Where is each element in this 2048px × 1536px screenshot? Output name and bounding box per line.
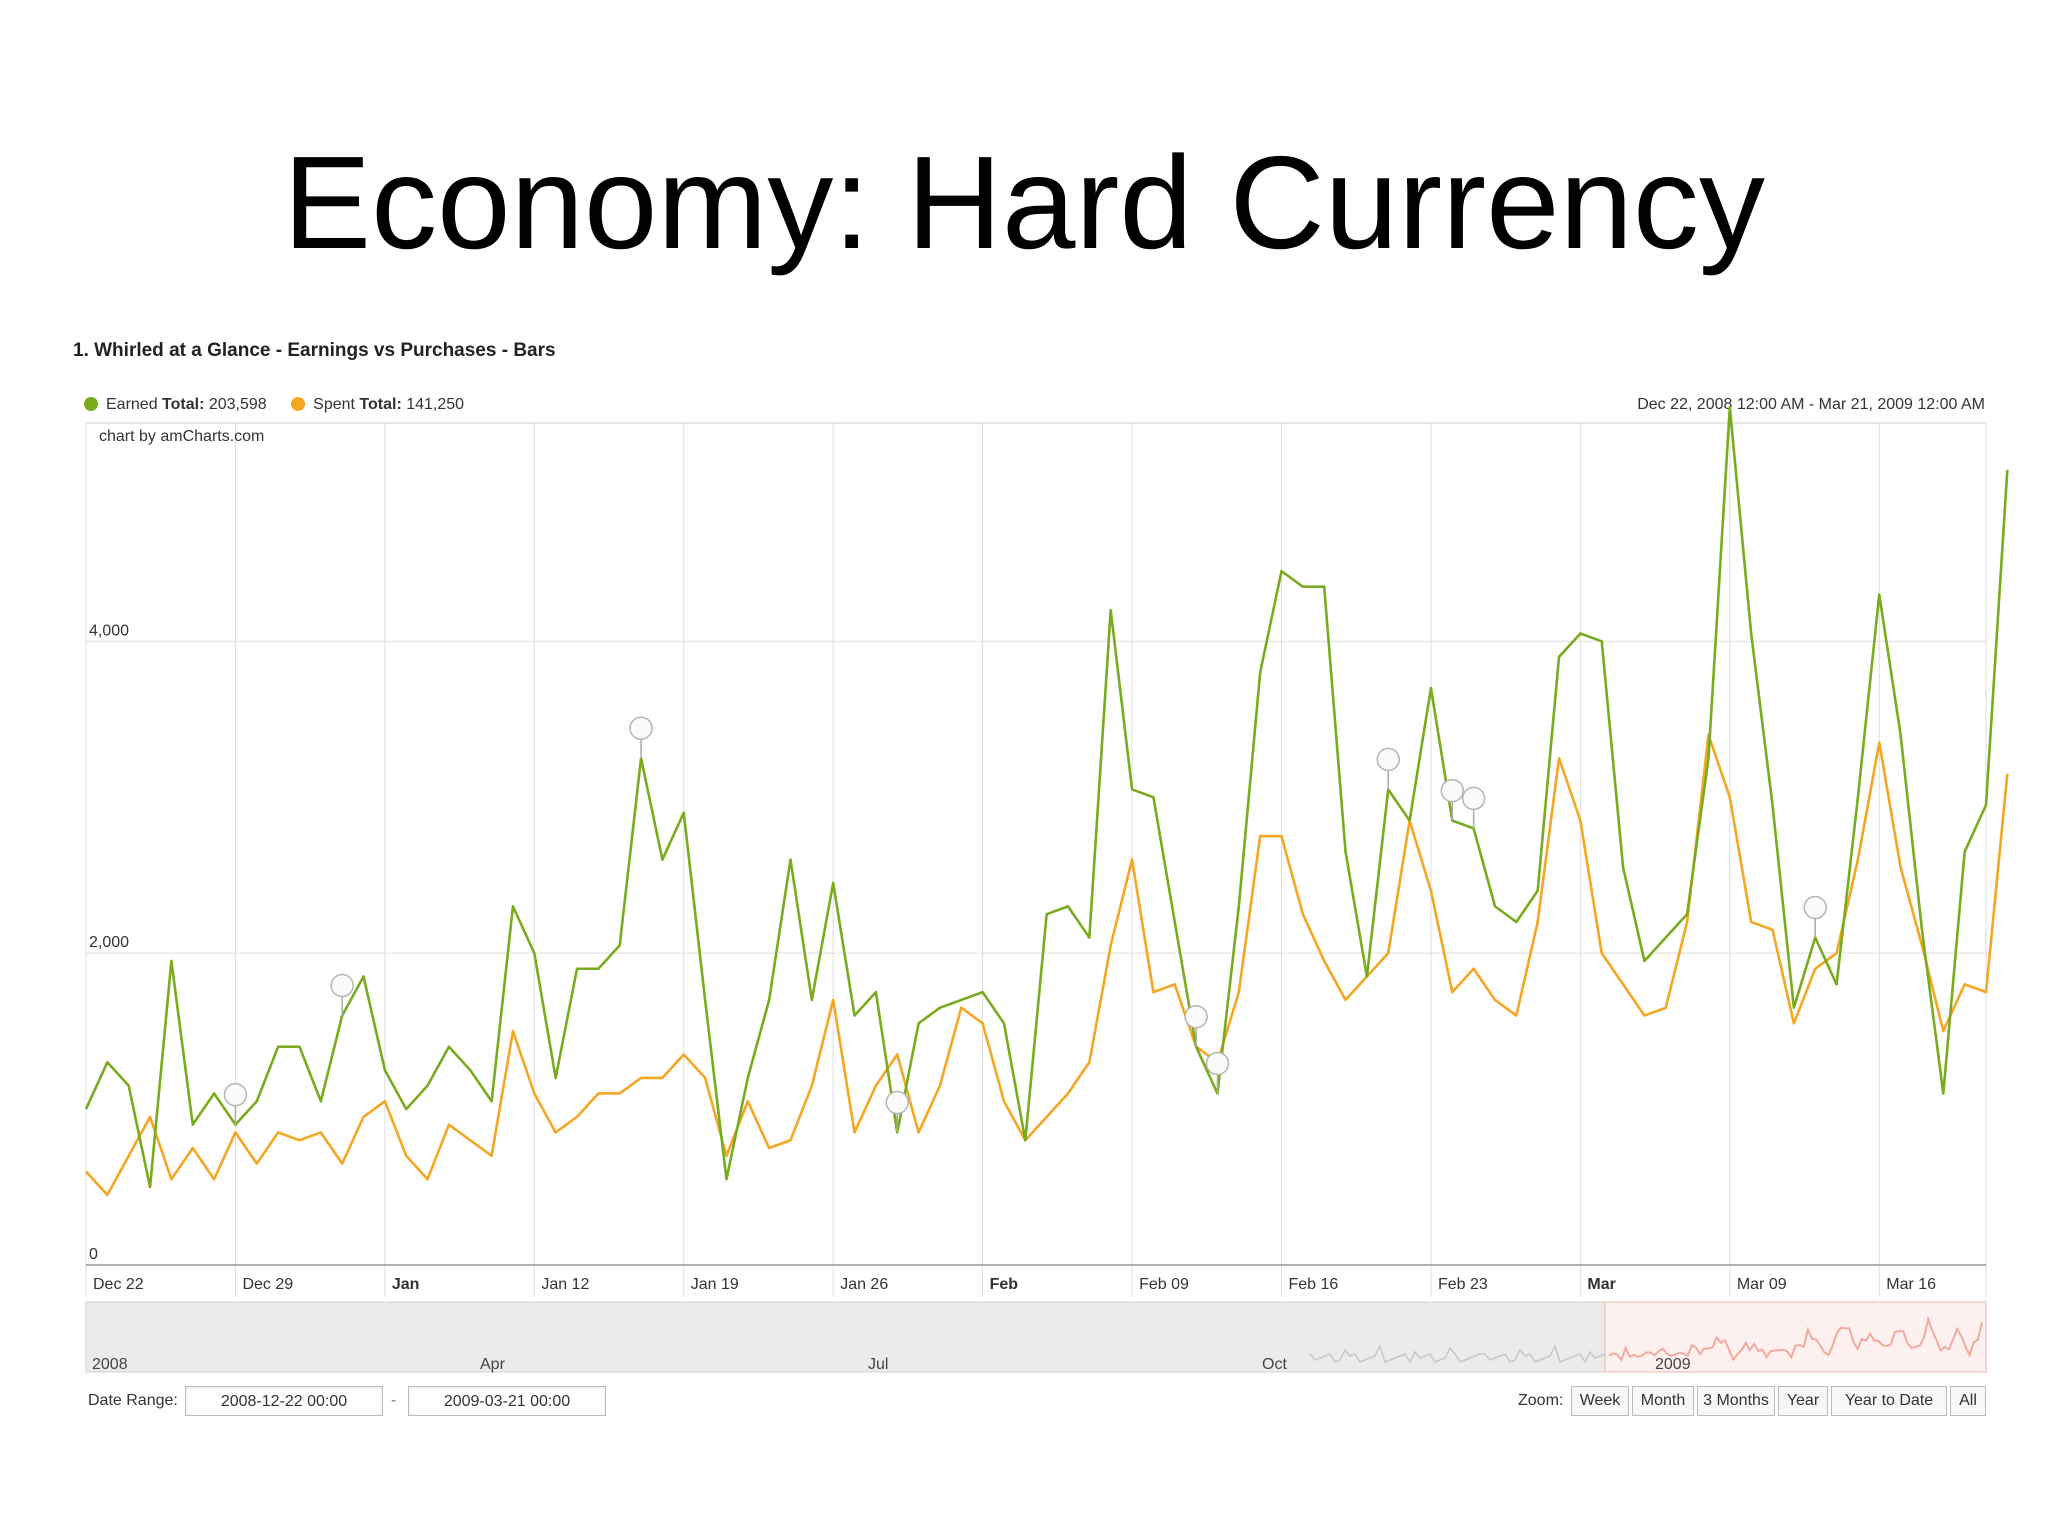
date-to-input[interactable]: 2009-03-21 00:00 — [408, 1386, 606, 1416]
navigator-label: Jul — [868, 1356, 888, 1373]
legend-dot-earned — [84, 397, 98, 411]
legend-name-spent: Spent — [313, 396, 355, 413]
x-tick-label: Feb 09 — [1139, 1276, 1189, 1293]
navigator-label: Oct — [1262, 1356, 1287, 1373]
event-marker[interactable] — [1376, 747, 1400, 772]
date-range-label: Date Range: — [88, 1392, 178, 1409]
x-tick-label: Mar 09 — [1737, 1276, 1787, 1293]
date-from-input[interactable]: 2008-12-22 00:00 — [185, 1386, 383, 1416]
x-tick-label: Dec 22 — [93, 1276, 144, 1293]
zoom-week-button[interactable]: Week — [1571, 1386, 1629, 1416]
event-marker[interactable] — [885, 1090, 909, 1115]
navigator-label: 2009 — [1655, 1356, 1691, 1373]
series-line-spent[interactable] — [85, 733, 2009, 1197]
legend-total-label-spent: Total: — [359, 396, 402, 413]
x-tick-label: Jan — [392, 1276, 420, 1293]
event-marker[interactable] — [1803, 895, 1827, 920]
x-tick-label: Mar 16 — [1886, 1276, 1936, 1293]
zoom-month-button[interactable]: Month — [1632, 1386, 1694, 1416]
navigator-label: 2008 — [92, 1356, 128, 1373]
x-tick-label: Jan 12 — [541, 1276, 589, 1293]
navigator-overview-series — [1608, 1315, 1983, 1362]
legend: Earned Total: 203,598 Spent Total: 141,2… — [84, 396, 484, 414]
chart-header: 1. Whirled at a Glance - Earnings vs Pur… — [73, 340, 556, 361]
x-tick-label: Feb 16 — [1289, 1276, 1339, 1293]
date-separator: - — [391, 1392, 397, 1409]
y-tick-label: 0 — [89, 1246, 98, 1263]
legend-name-earned: Earned — [106, 396, 158, 413]
x-tick-label: Dec 29 — [242, 1276, 293, 1293]
event-marker[interactable] — [223, 1082, 248, 1107]
plot-frame — [85, 422, 1987, 1266]
x-tick-label: Feb — [990, 1276, 1019, 1293]
series-line-earned[interactable] — [84, 406, 2009, 1189]
slide-title: Economy: Hard Currency — [283, 129, 1765, 276]
navigator-overview-grey — [1309, 1344, 1606, 1364]
y-tick-label: 2,000 — [89, 934, 129, 951]
event-marker[interactable] — [1184, 1004, 1208, 1029]
x-tick-label: Jan 19 — [691, 1276, 739, 1293]
navigator-selection[interactable] — [1604, 1301, 1987, 1373]
event-marker[interactable] — [1440, 778, 1465, 803]
zoom-3months-button[interactable]: 3 Months — [1697, 1386, 1775, 1416]
zoom-year-button[interactable]: Year — [1778, 1386, 1828, 1416]
x-tick-label: Feb 23 — [1438, 1276, 1488, 1293]
legend-item-earned[interactable]: Earned Total: 203,598 — [84, 396, 267, 414]
event-marker[interactable] — [1205, 1051, 1230, 1076]
legend-total-spent: 141,250 — [406, 396, 465, 413]
zoom-label: Zoom: — [1518, 1392, 1564, 1409]
zoom-ytd-button[interactable]: Year to Date — [1831, 1386, 1947, 1416]
legend-item-spent[interactable]: Spent Total: 141,250 — [291, 396, 464, 414]
legend-total-earned: 203,598 — [208, 396, 267, 413]
x-tick-label: Jan 26 — [840, 1276, 888, 1293]
y-tick-label: 4,000 — [89, 622, 129, 639]
x-tick-label: Mar — [1587, 1276, 1615, 1293]
legend-dot-spent — [291, 397, 306, 411]
event-marker[interactable] — [1461, 786, 1486, 811]
legend-total-label-earned: Total: — [162, 396, 205, 413]
navigator-label: Apr — [480, 1356, 506, 1373]
zoom-all-button[interactable]: All — [1950, 1386, 1986, 1416]
chart-credit[interactable]: chart by amCharts.com — [99, 428, 265, 445]
date-span: Dec 22, 2008 12:00 AM - Mar 21, 2009 12:… — [1637, 396, 1985, 413]
event-marker[interactable] — [330, 973, 354, 998]
event-marker[interactable] — [629, 716, 653, 740]
